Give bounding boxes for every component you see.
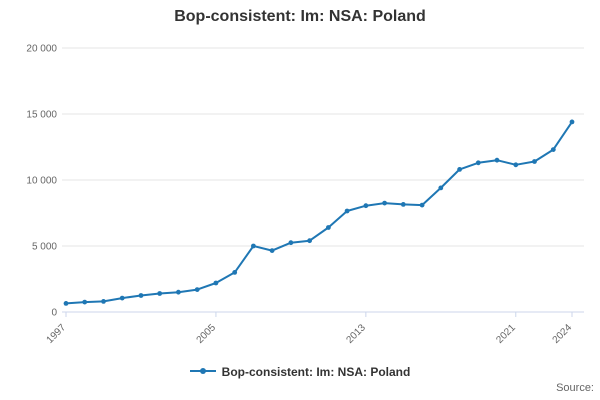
data-point-marker[interactable]: [344, 208, 350, 214]
data-point-marker[interactable]: [419, 202, 425, 208]
y-axis-tick-label: 10 000: [26, 176, 57, 187]
y-axis-tick-label: 0: [51, 308, 57, 319]
data-point-marker[interactable]: [288, 240, 294, 246]
data-point-marker[interactable]: [251, 243, 256, 249]
source-label: Source:: [556, 382, 594, 394]
data-point-marker[interactable]: [213, 280, 219, 286]
x-axis-tick-label: 2013: [344, 322, 368, 346]
series-line[interactable]: [65, 120, 573, 305]
data-point-marker[interactable]: [176, 289, 181, 295]
data-point-marker[interactable]: [569, 119, 575, 125]
legend-series-marker-icon: [189, 363, 216, 381]
data-point-marker[interactable]: [475, 160, 481, 166]
data-point-marker[interactable]: [194, 287, 200, 292]
data-point-marker[interactable]: [532, 159, 537, 164]
data-point-marker[interactable]: [513, 162, 519, 168]
data-point-marker[interactable]: [326, 225, 331, 230]
data-point-marker[interactable]: [82, 299, 88, 305]
data-point-marker[interactable]: [494, 157, 500, 163]
y-axis-tick-label: 20 000: [26, 44, 57, 55]
x-axis-tick-label: 1997: [45, 322, 69, 346]
data-point-marker[interactable]: [382, 200, 387, 206]
legend[interactable]: Bop-consistent: Im: NSA: Poland: [0, 363, 600, 381]
legend-series-label[interactable]: Bop-consistent: Im: NSA: Poland: [221, 365, 411, 379]
data-point-marker[interactable]: [138, 293, 144, 298]
y-axis-tick-label: 5 000: [32, 242, 57, 253]
data-point-marker[interactable]: [363, 203, 369, 209]
data-point-marker[interactable]: [400, 202, 406, 207]
y-axis-tick-label: 15 000: [26, 110, 57, 121]
data-point-marker[interactable]: [269, 248, 275, 254]
data-point-marker[interactable]: [119, 295, 125, 301]
x-axis-tick-label: 2021: [494, 322, 518, 346]
x-axis-tick-label: 2005: [195, 322, 219, 346]
data-point-marker[interactable]: [232, 270, 238, 275]
x-axis-tick-label: 2024: [551, 322, 575, 346]
data-point-marker[interactable]: [307, 238, 312, 244]
data-point-marker[interactable]: [101, 299, 106, 304]
chart-title: Bop-consistent: Im: NSA: Poland: [174, 8, 426, 25]
data-point-marker[interactable]: [550, 147, 556, 153]
data-point-marker[interactable]: [157, 291, 163, 296]
data-point-marker[interactable]: [63, 301, 69, 306]
data-point-marker[interactable]: [438, 185, 444, 191]
data-point-marker[interactable]: [457, 167, 462, 172]
